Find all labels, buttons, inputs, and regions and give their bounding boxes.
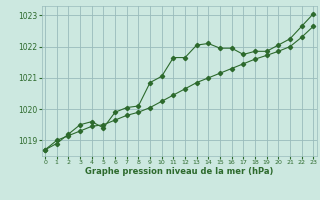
X-axis label: Graphe pression niveau de la mer (hPa): Graphe pression niveau de la mer (hPa) <box>85 167 273 176</box>
